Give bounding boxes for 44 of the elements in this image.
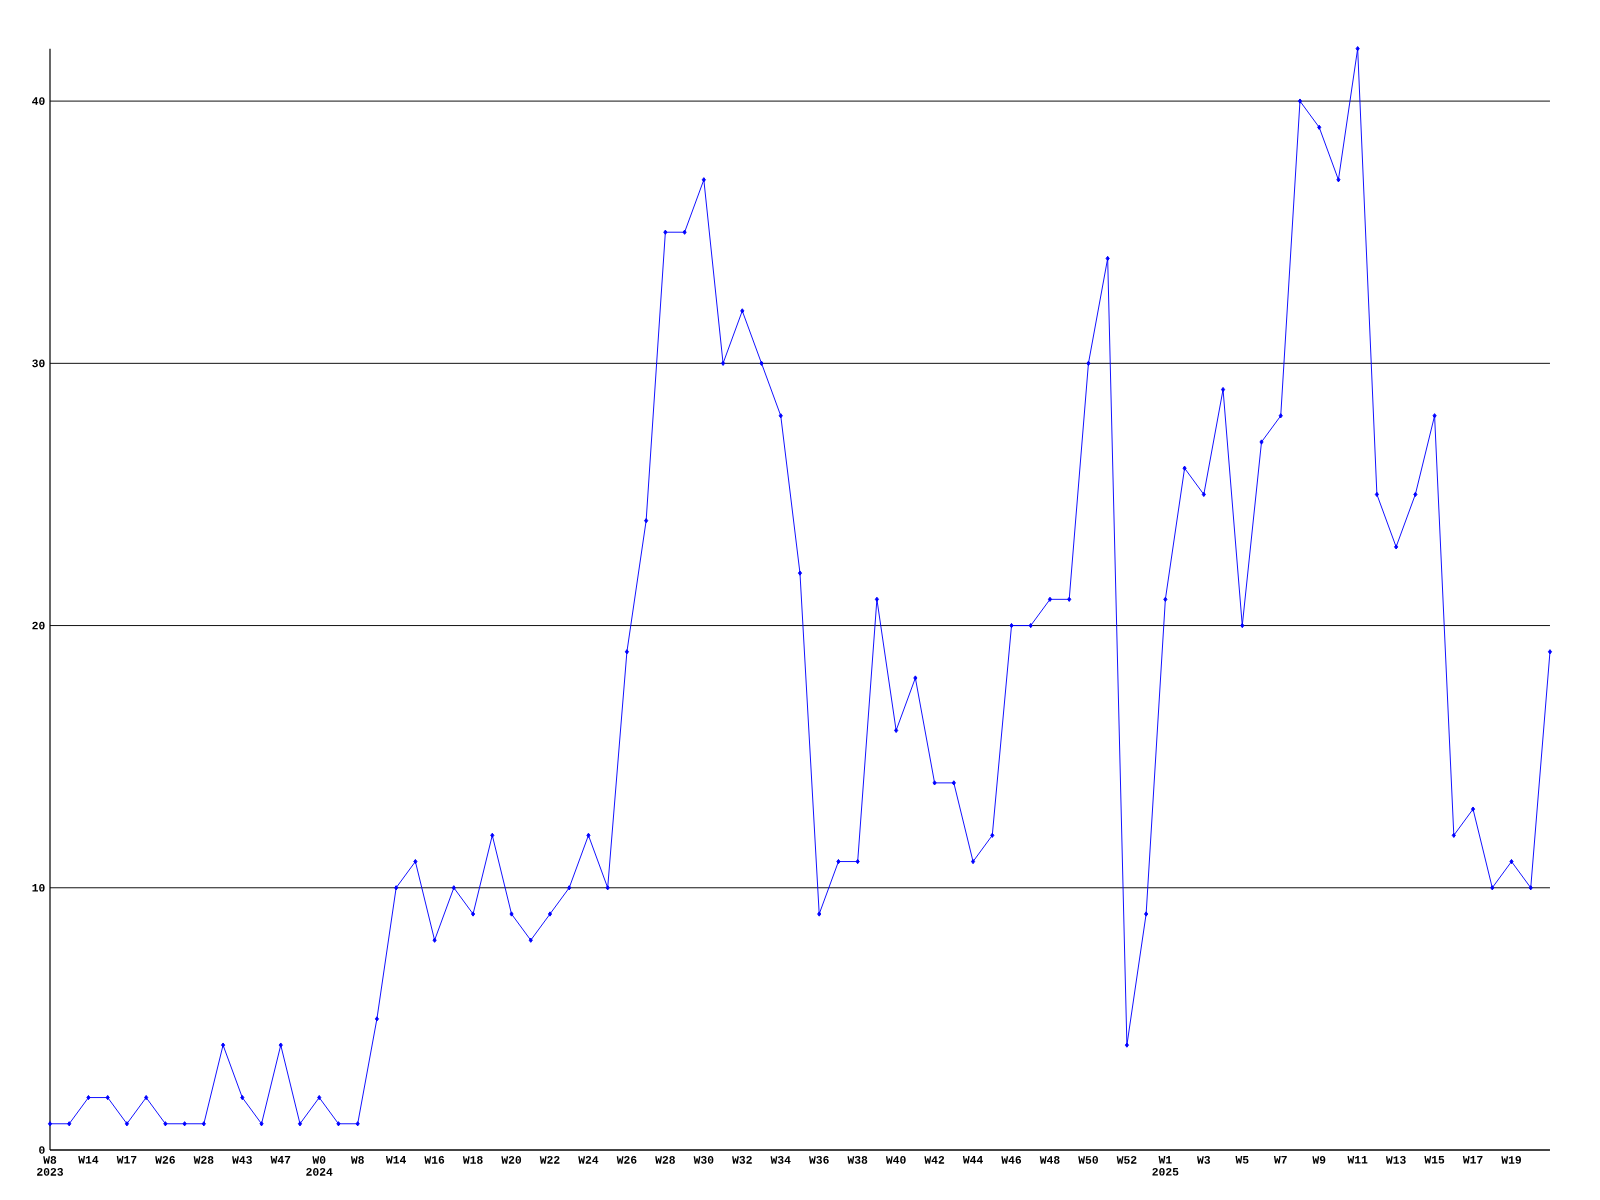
- x-tick-label: W3: [1197, 1156, 1211, 1164]
- y-tick-label: 30: [32, 359, 45, 368]
- x-tick-label: W1 2025: [1152, 1156, 1179, 1176]
- x-tick-label: W24: [578, 1156, 599, 1164]
- x-tick-label: W30: [693, 1156, 714, 1164]
- x-tick-label: W48: [1039, 1156, 1060, 1164]
- y-tick-label: 0: [39, 1146, 45, 1154]
- x-tick-label: W9: [1312, 1156, 1326, 1164]
- x-tick-label: W44: [962, 1156, 983, 1164]
- x-tick-label: W32: [732, 1156, 752, 1164]
- x-tick-label: W16: [424, 1156, 445, 1164]
- x-tick-label: W13: [1385, 1156, 1406, 1164]
- x-tick-label: W36: [809, 1156, 829, 1164]
- x-tick-label: W8: [350, 1156, 364, 1164]
- x-tick-label: W17: [1462, 1156, 1483, 1164]
- x-tick-label: W43: [232, 1156, 252, 1164]
- y-tick-label: 10: [32, 883, 45, 892]
- x-tick-label: W50: [1078, 1156, 1098, 1164]
- x-tick-label: W15: [1424, 1156, 1445, 1164]
- x-tick-label: W28: [655, 1156, 675, 1164]
- x-tick-label: W52: [1116, 1156, 1137, 1164]
- x-tick-label: W8 2023: [37, 1156, 64, 1176]
- x-tick-label: W26: [155, 1156, 175, 1164]
- x-tick-label: W26: [616, 1156, 637, 1164]
- x-tick-label: W46: [1001, 1156, 1022, 1164]
- x-tick-label: W19: [1501, 1156, 1522, 1164]
- x-tick-label: W40: [885, 1156, 906, 1164]
- y-tick-label: 20: [32, 621, 45, 630]
- x-tick-label: W17: [116, 1156, 137, 1164]
- x-tick-label: W47: [270, 1156, 291, 1164]
- x-tick-label: W38: [847, 1156, 868, 1164]
- x-tick-label: W14: [385, 1156, 407, 1164]
- y-tick-label: 40: [32, 97, 45, 105]
- x-tick-label: W28: [193, 1156, 214, 1164]
- x-tick-label: W22: [539, 1156, 560, 1164]
- x-tick-label: W18: [462, 1156, 483, 1164]
- x-tick-label: W34: [770, 1156, 791, 1164]
- x-tick-label: W0 2024: [306, 1156, 333, 1176]
- x-tick-label: W11: [1347, 1156, 1368, 1164]
- x-tick-label: W20: [501, 1156, 522, 1164]
- x-tick-label: W7: [1273, 1156, 1287, 1164]
- x-tick-label: W42: [924, 1156, 945, 1164]
- x-tick-label: W14: [78, 1156, 99, 1164]
- x-tick-label: W5: [1235, 1156, 1249, 1164]
